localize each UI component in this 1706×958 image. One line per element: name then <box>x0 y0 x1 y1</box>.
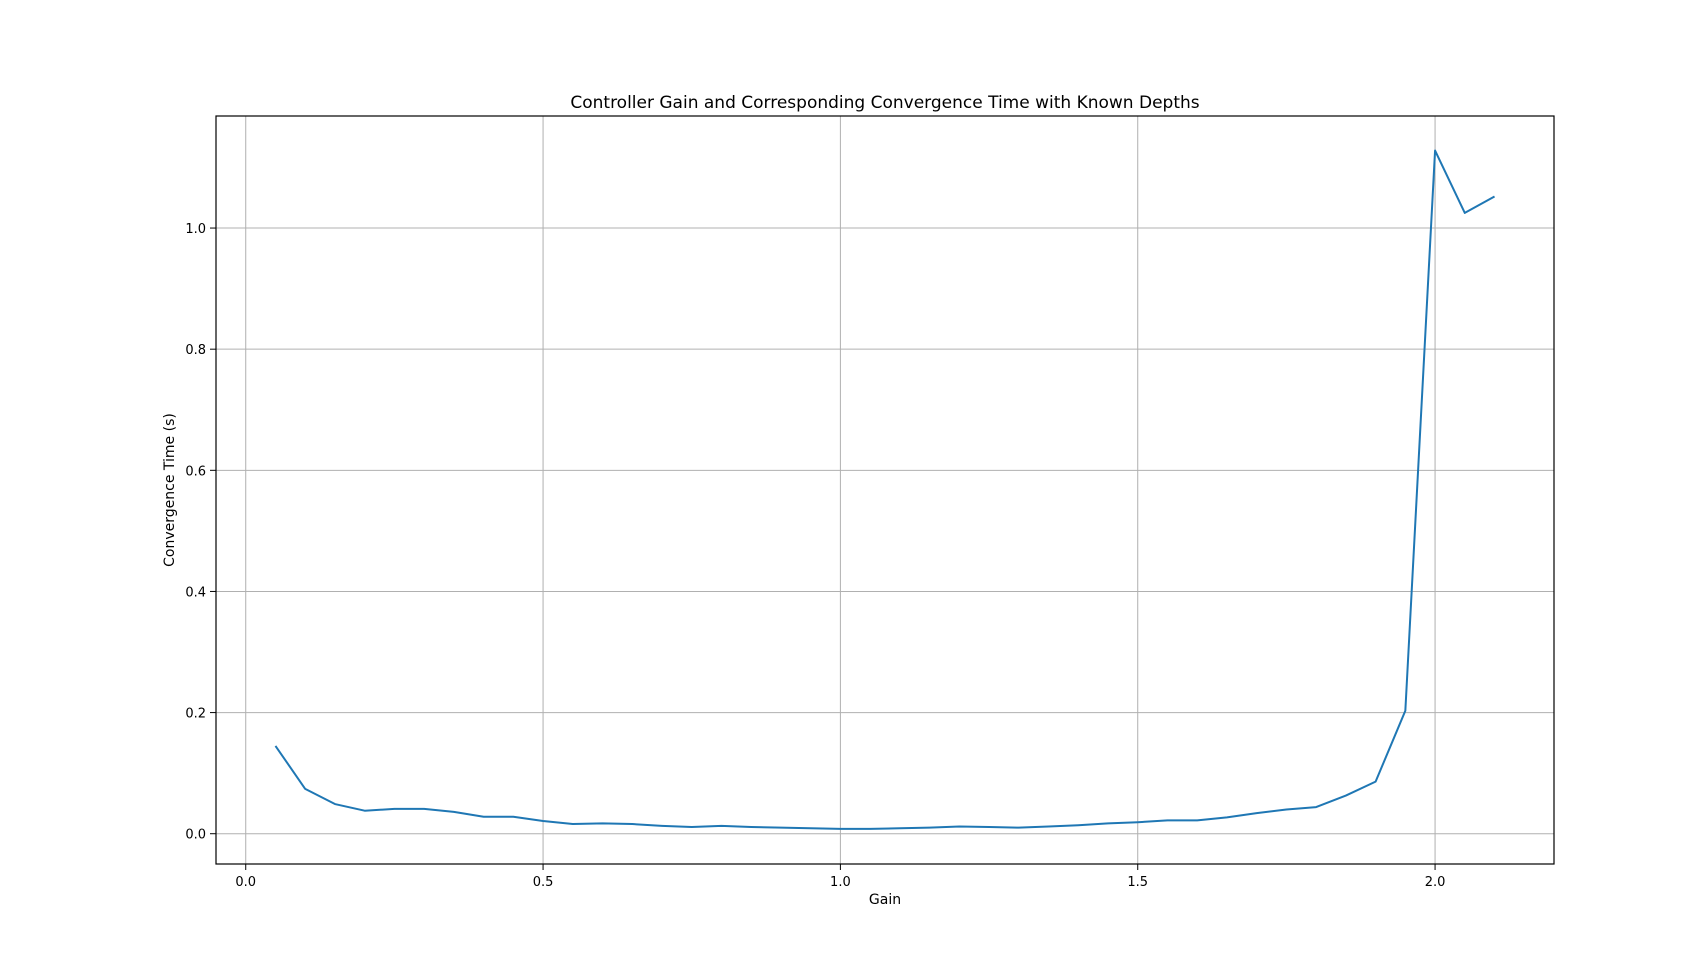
x-tick-label: 1.5 <box>1127 875 1148 890</box>
y-tick-label: 0.6 <box>185 464 206 479</box>
y-tick-label: 1.0 <box>185 222 206 237</box>
x-tick-label: 1.0 <box>830 875 851 890</box>
x-tick-label: 0.0 <box>235 875 256 890</box>
y-tick-label: 0.2 <box>185 707 206 722</box>
grid-lines <box>216 116 1554 864</box>
y-tick-label: 0.4 <box>185 585 206 600</box>
plot-frame <box>215 115 1555 865</box>
series-line <box>274 149 1496 830</box>
x-axis-ticks: 0.0 0.5 1.0 1.5 2.0 <box>235 864 1445 890</box>
y-axis-ticks: 0.0 0.2 0.4 0.6 0.8 1.0 <box>185 222 216 843</box>
x-tick-label: 0.5 <box>533 875 554 890</box>
chart-title: Controller Gain and Corresponding Conver… <box>570 93 1199 113</box>
y-tick-label: 0.8 <box>185 343 206 358</box>
y-axis-label: Convergence Time (s) <box>162 413 178 567</box>
y-tick-label: 0.0 <box>185 828 206 843</box>
series-layer <box>274 149 1496 830</box>
x-axis-label: Gain <box>869 892 901 908</box>
x-tick-label: 2.0 <box>1425 875 1446 890</box>
